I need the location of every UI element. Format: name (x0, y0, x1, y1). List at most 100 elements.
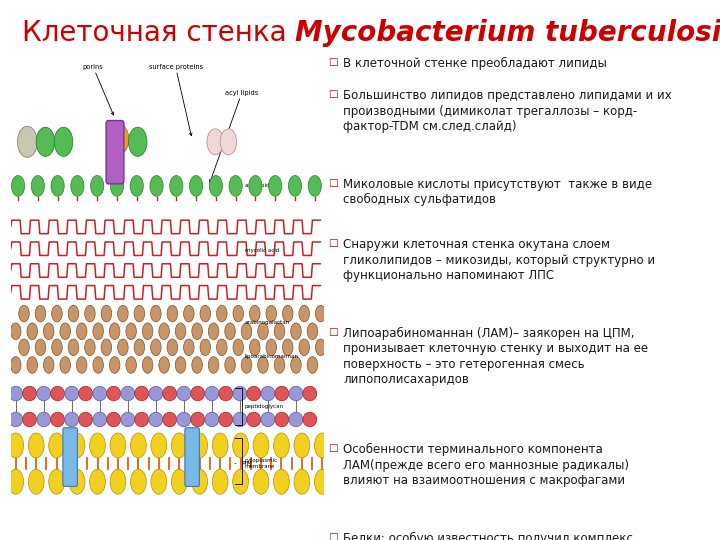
Circle shape (315, 339, 326, 356)
Circle shape (117, 305, 128, 322)
Circle shape (225, 323, 235, 340)
Circle shape (91, 176, 104, 197)
Text: В клеточной стенке преобладают липиды: В клеточной стенке преобладают липиды (343, 57, 607, 70)
Circle shape (192, 323, 202, 340)
Circle shape (220, 129, 237, 155)
Ellipse shape (93, 386, 107, 401)
Circle shape (250, 339, 260, 356)
Text: acyl lipids: acyl lipids (245, 184, 272, 188)
Text: □: □ (328, 443, 338, 454)
FancyBboxPatch shape (185, 428, 199, 487)
Circle shape (49, 469, 65, 494)
Circle shape (51, 176, 64, 197)
Ellipse shape (93, 412, 107, 427)
Ellipse shape (78, 386, 93, 401)
Circle shape (233, 469, 248, 494)
Circle shape (109, 357, 120, 373)
Text: arabinogalactan: arabinogalactan (245, 320, 290, 325)
Circle shape (76, 357, 87, 373)
Circle shape (299, 305, 310, 322)
Circle shape (36, 127, 55, 157)
Circle shape (225, 357, 235, 373)
Circle shape (217, 339, 227, 356)
Text: □: □ (328, 89, 338, 99)
Circle shape (43, 323, 54, 340)
Circle shape (212, 433, 228, 458)
Circle shape (184, 339, 194, 356)
Ellipse shape (289, 412, 303, 427)
Circle shape (71, 176, 84, 197)
Text: acyl lipids: acyl lipids (210, 90, 258, 183)
Ellipse shape (275, 386, 289, 401)
Ellipse shape (65, 412, 78, 427)
Text: □: □ (328, 57, 338, 67)
Circle shape (19, 339, 30, 356)
Ellipse shape (219, 386, 233, 401)
Circle shape (212, 469, 228, 494)
FancyBboxPatch shape (63, 428, 77, 487)
Circle shape (308, 176, 321, 197)
Ellipse shape (50, 412, 65, 427)
Circle shape (171, 433, 187, 458)
Circle shape (93, 357, 104, 373)
Circle shape (269, 176, 282, 197)
Circle shape (31, 176, 45, 197)
Circle shape (291, 357, 301, 373)
Circle shape (35, 339, 46, 356)
Ellipse shape (303, 412, 317, 427)
Circle shape (130, 433, 146, 458)
Circle shape (109, 323, 120, 340)
Circle shape (189, 176, 202, 197)
Circle shape (159, 323, 169, 340)
Text: porins: porins (83, 64, 114, 115)
Text: Клеточная стенка: Клеточная стенка (22, 19, 295, 47)
Circle shape (159, 357, 169, 373)
Ellipse shape (205, 412, 219, 427)
Circle shape (8, 469, 24, 494)
Text: Миколовые кислоты присутствуют  также в виде
свободных сульфатидов: Миколовые кислоты присутствуют также в в… (343, 178, 652, 206)
Text: cytoplasmic
membrane: cytoplasmic membrane (245, 458, 278, 469)
Ellipse shape (50, 386, 65, 401)
Circle shape (282, 339, 293, 356)
Circle shape (68, 305, 78, 322)
Ellipse shape (177, 386, 191, 401)
Circle shape (110, 176, 124, 197)
Circle shape (134, 339, 145, 356)
Circle shape (207, 129, 223, 155)
FancyBboxPatch shape (106, 120, 124, 184)
Circle shape (12, 176, 24, 197)
Ellipse shape (121, 412, 135, 427)
Circle shape (143, 357, 153, 373)
Circle shape (130, 469, 146, 494)
Circle shape (170, 176, 183, 197)
Circle shape (11, 357, 21, 373)
Ellipse shape (37, 412, 50, 427)
Circle shape (27, 357, 37, 373)
Ellipse shape (65, 386, 78, 401)
Circle shape (266, 305, 276, 322)
Ellipse shape (37, 386, 50, 401)
Circle shape (192, 357, 202, 373)
Circle shape (241, 323, 252, 340)
Circle shape (241, 357, 252, 373)
Circle shape (150, 339, 161, 356)
Circle shape (110, 125, 129, 154)
Circle shape (101, 339, 112, 356)
Circle shape (274, 469, 289, 494)
Circle shape (76, 323, 87, 340)
Circle shape (69, 469, 85, 494)
Ellipse shape (149, 412, 163, 427)
Ellipse shape (205, 386, 219, 401)
Circle shape (291, 323, 301, 340)
Circle shape (266, 339, 276, 356)
Ellipse shape (149, 386, 163, 401)
Ellipse shape (177, 412, 191, 427)
Circle shape (54, 127, 73, 157)
Circle shape (171, 469, 187, 494)
Text: Mycobacterium tuberculosis: Mycobacterium tuberculosis (295, 19, 720, 47)
Circle shape (217, 305, 227, 322)
Circle shape (151, 433, 167, 458)
Circle shape (150, 305, 161, 322)
Circle shape (52, 339, 62, 356)
Circle shape (249, 176, 262, 197)
